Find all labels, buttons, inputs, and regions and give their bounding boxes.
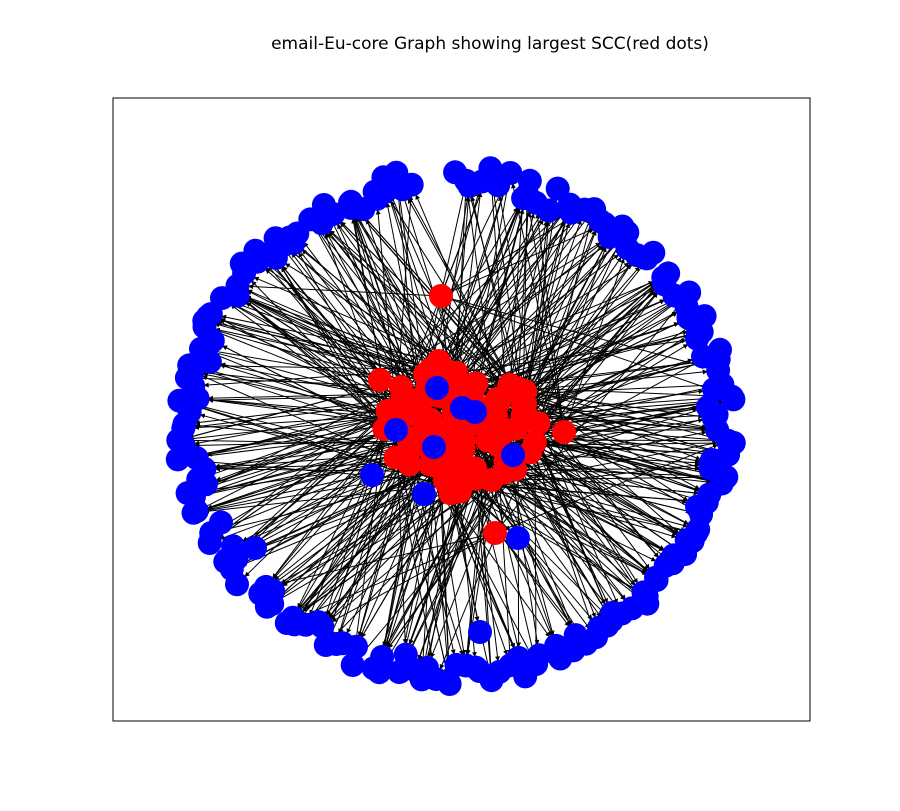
graph-edge [450, 493, 515, 649]
node-largest-scc [444, 360, 469, 385]
node-largest-scc [494, 419, 518, 444]
node-outside-scc [224, 281, 248, 305]
graph-edge [522, 284, 656, 395]
graph-edge [494, 444, 719, 534]
graph-edge [439, 452, 531, 670]
node-outside-scc [444, 652, 469, 677]
graph-edge [453, 481, 647, 574]
node-outside-scc [387, 660, 412, 685]
graph-edge [534, 219, 593, 443]
graph-edge [522, 241, 622, 395]
node-outside-scc [700, 448, 724, 472]
node-outside-scc [340, 653, 365, 677]
node-largest-scc [368, 368, 392, 392]
graph-edge [281, 266, 385, 430]
node-outside-scc [313, 633, 338, 657]
graph-edge [237, 480, 446, 557]
node-outside-scc [373, 180, 397, 204]
node-outside-scc [412, 482, 436, 506]
graph-edge [563, 258, 625, 433]
graph-edge [436, 211, 531, 367]
node-outside-scc [425, 376, 449, 400]
graph-edge [460, 482, 638, 592]
graph-edge [524, 297, 681, 392]
graph-edge [438, 238, 616, 362]
node-outside-scc [361, 656, 386, 681]
graph-edge [491, 479, 657, 562]
graph-edge [189, 403, 461, 493]
graph-edge [208, 397, 405, 417]
graph-edge [402, 182, 506, 397]
node-largest-scc [418, 407, 443, 432]
node-outside-scc [195, 304, 220, 329]
node-outside-scc [209, 510, 233, 535]
node-outside-scc [517, 168, 542, 193]
node-outside-scc [696, 395, 720, 419]
node-largest-scc [390, 384, 415, 409]
node-largest-scc [429, 284, 453, 308]
graph-edge [522, 205, 530, 405]
graph-edge [535, 213, 565, 433]
node-outside-scc [501, 443, 525, 467]
node-outside-scc [506, 526, 530, 550]
node-outside-scc [399, 172, 424, 197]
node-largest-scc [483, 521, 507, 545]
graph-edge [506, 458, 712, 485]
graph-edge [456, 191, 468, 373]
graph-edge [525, 390, 701, 461]
node-outside-scc [177, 353, 202, 378]
node-outside-scc [536, 198, 561, 223]
node-outside-scc [274, 611, 299, 635]
node-outside-scc [721, 387, 746, 412]
node-outside-scc [243, 536, 267, 560]
node-largest-scc [497, 372, 522, 397]
figure-title: email-Eu-core Graph showing largest SCC(… [271, 34, 709, 54]
graph-edge [210, 352, 398, 429]
graph-edge [465, 191, 496, 412]
graph-edge [395, 183, 418, 400]
graph-edge [203, 368, 431, 388]
graph-edge [188, 415, 390, 441]
graph-edge [244, 427, 398, 577]
node-outside-scc [422, 435, 446, 459]
graph-edge [523, 382, 712, 395]
graph-edge [214, 327, 426, 375]
graph-edge [268, 465, 436, 588]
graph-edge [443, 233, 615, 370]
node-largest-scc [552, 420, 576, 444]
graph-edge [503, 472, 699, 496]
node-largest-scc [397, 452, 422, 477]
graph-edge [330, 213, 445, 370]
node-outside-scc [563, 623, 588, 648]
node-outside-scc [634, 246, 659, 271]
graph-edge [316, 227, 435, 371]
graph-edge [464, 421, 489, 655]
graph-edge [199, 366, 390, 417]
node-outside-scc [468, 620, 492, 644]
graph-edge [203, 386, 402, 493]
graph-edge [318, 226, 524, 405]
node-outside-scc [360, 463, 384, 487]
node-outside-scc [450, 396, 474, 420]
node-outside-scc [243, 238, 268, 263]
nodes-layer [165, 156, 746, 696]
graph-edge [231, 302, 381, 381]
graph-edge [475, 244, 603, 384]
axes-frame [112, 97, 811, 722]
node-largest-scc [433, 469, 458, 494]
graph-edge [522, 393, 679, 534]
node-outside-scc [221, 534, 246, 559]
node-outside-scc [384, 418, 408, 442]
graph-edge [340, 221, 510, 390]
graph-edge [430, 212, 564, 370]
node-largest-scc [464, 371, 489, 396]
graph-edge [440, 214, 576, 297]
node-outside-scc [248, 581, 273, 606]
node-outside-scc [498, 161, 523, 185]
node-outside-scc [338, 191, 362, 215]
node-outside-scc [656, 261, 681, 286]
graph-edge [331, 532, 496, 622]
graph-edge [529, 292, 658, 453]
